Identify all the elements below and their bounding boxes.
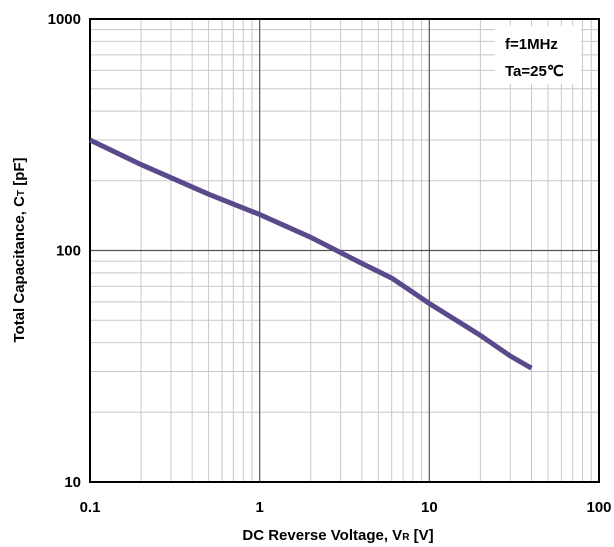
- y-tick-label: 10: [64, 474, 81, 491]
- x-tick-label: 100: [586, 499, 611, 516]
- x-tick-label: 0.1: [80, 499, 101, 516]
- minor-grid-horizontal: [90, 29, 599, 413]
- x-tick-label: 1: [255, 499, 263, 516]
- y-axis-title: Total Capacitance, CT [pF]: [11, 157, 28, 342]
- x-axis-title: DC Reverse Voltage, VR [V]: [242, 527, 433, 544]
- plot-frame: [89, 18, 600, 483]
- conditions-legend: f=1MHz Ta=25℃: [495, 26, 581, 84]
- y-tick-labels: 10 100 1000: [48, 11, 81, 491]
- y-tick-label: 100: [56, 243, 81, 260]
- series-layer: [88, 137, 533, 371]
- x-tick-labels: 0.1 1 10 100: [80, 499, 612, 516]
- condition-frequency: f=1MHz: [505, 36, 558, 53]
- y-tick-label: 1000: [48, 11, 81, 28]
- capacitance-curve: [88, 137, 533, 371]
- condition-temperature: Ta=25℃: [505, 63, 564, 80]
- x-tick-label: 10: [421, 499, 438, 516]
